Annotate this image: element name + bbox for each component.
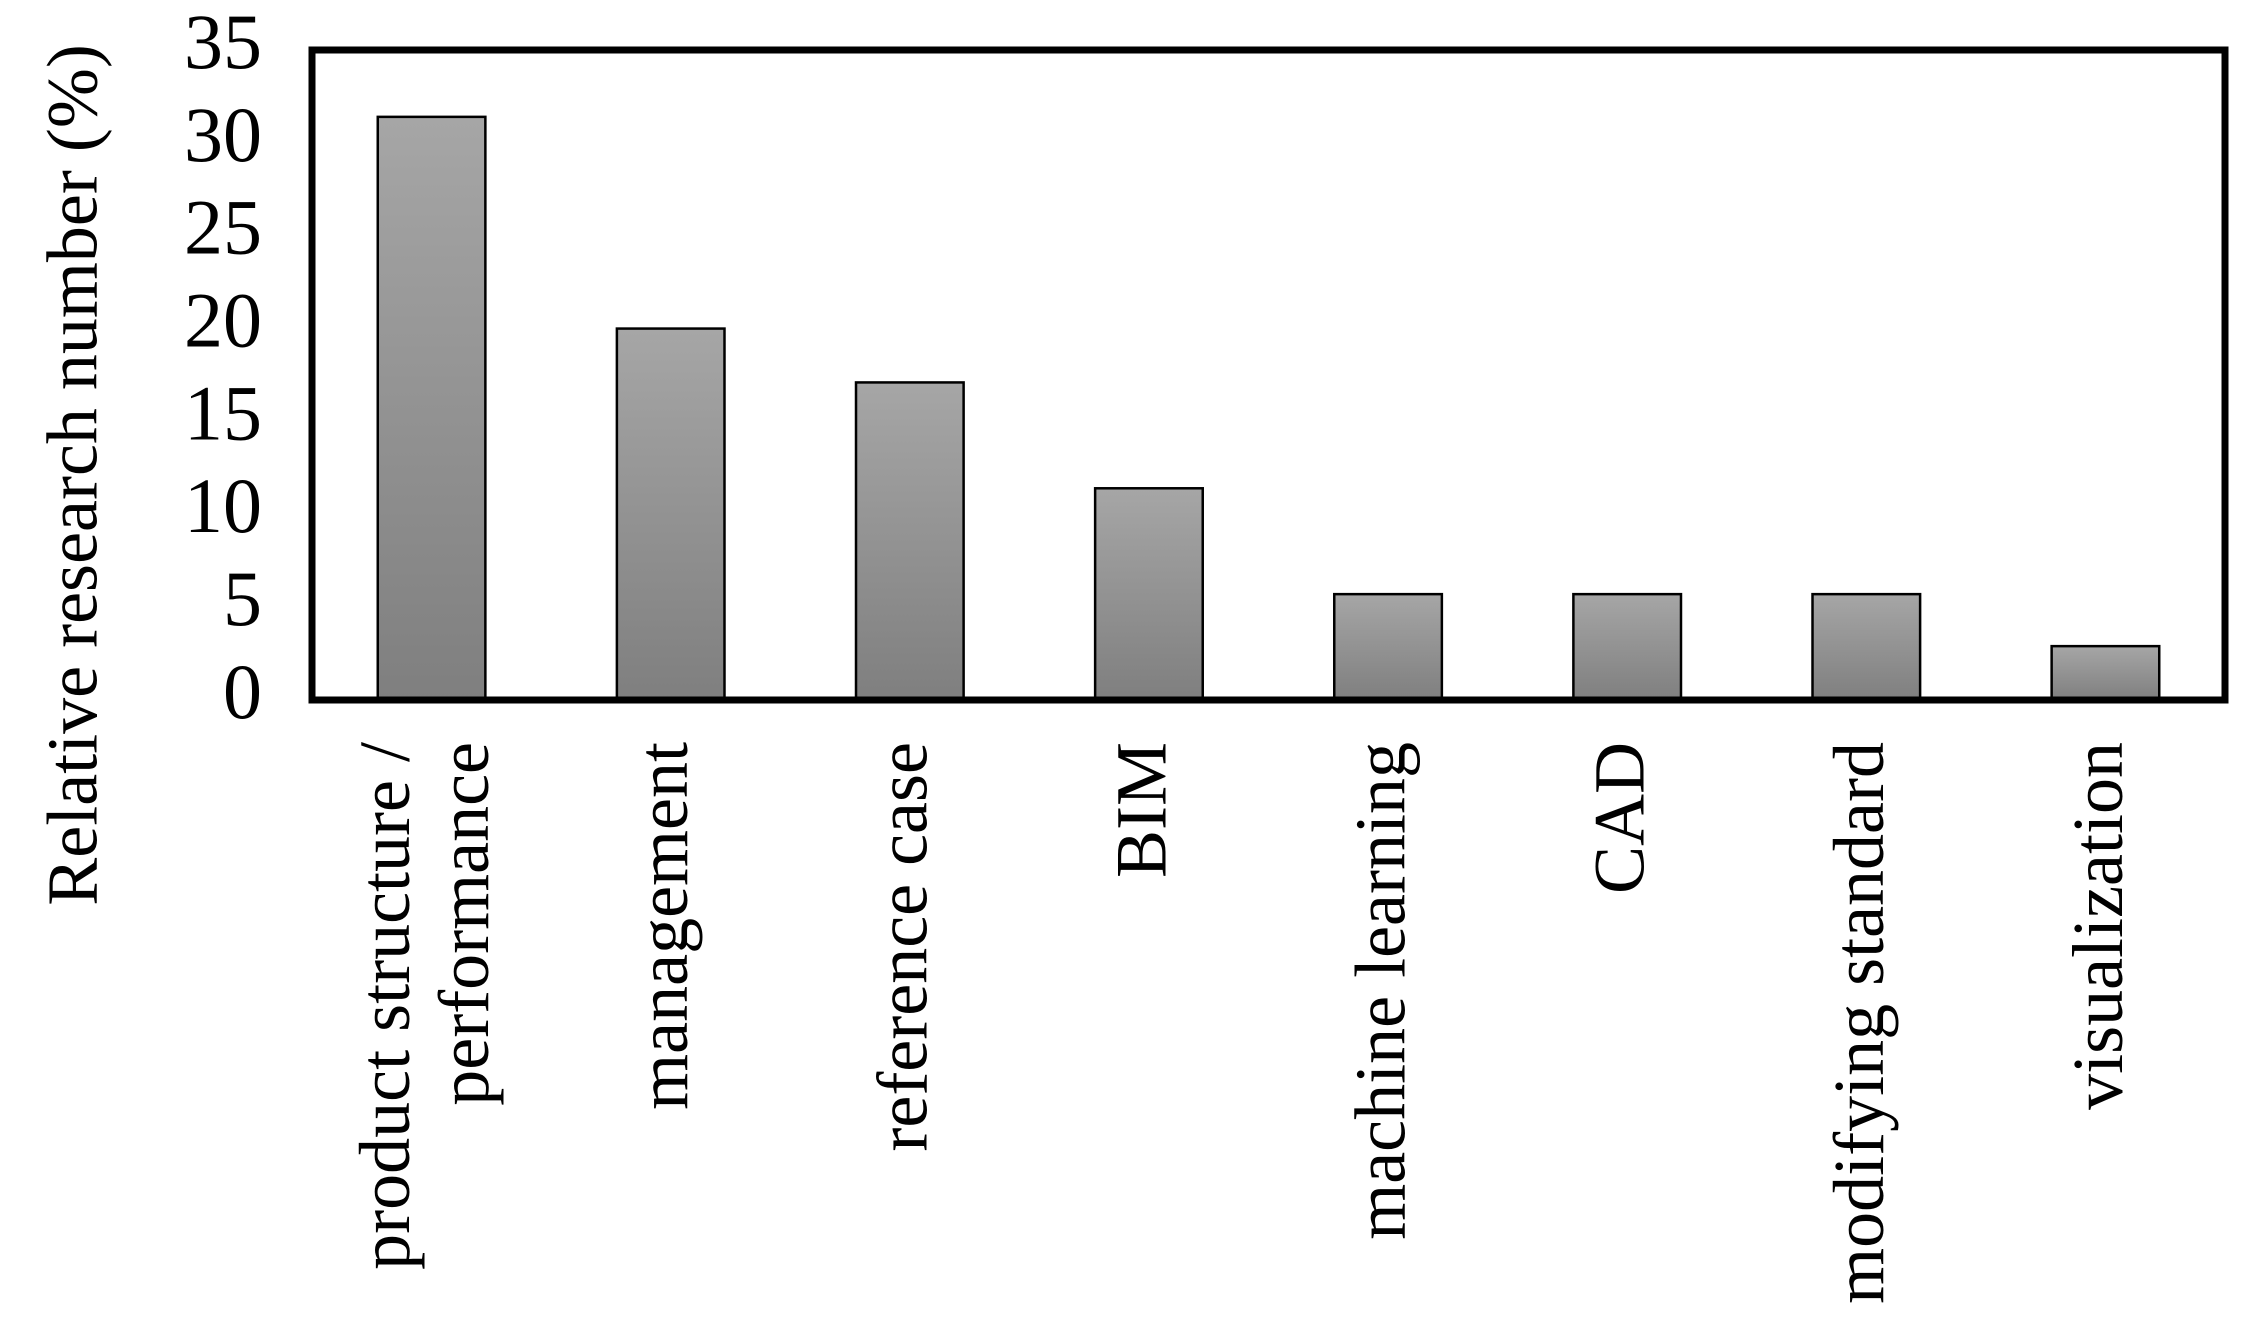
- x-tick-label: CAD: [1580, 742, 1660, 894]
- y-tick-label: 20: [184, 276, 262, 363]
- bar: [1572, 592, 1683, 702]
- x-tick-label: reference case: [862, 742, 942, 1152]
- y-tick-label: 0: [223, 648, 262, 735]
- bar: [615, 327, 726, 702]
- y-tick-label: 15: [184, 369, 262, 456]
- bar: [854, 381, 965, 702]
- bar: [376, 115, 487, 702]
- y-tick-label: 25: [184, 184, 262, 271]
- bar: [1811, 592, 1922, 702]
- x-tick-label: product structure /performance: [344, 742, 503, 1270]
- x-tick-label: modifying standard: [1819, 742, 1899, 1304]
- y-tick-label: 35: [184, 0, 262, 85]
- x-tick-label: visualization: [2058, 742, 2138, 1110]
- x-tick-label: BIM: [1101, 742, 1181, 878]
- y-tick-label: 10: [184, 462, 262, 549]
- x-tick-label: machine learning: [1341, 742, 1421, 1240]
- y-tick-label: 5: [223, 555, 262, 642]
- bar: [1333, 592, 1444, 702]
- bar: [2050, 644, 2161, 702]
- y-axis-title: Relative research number (%): [33, 44, 113, 906]
- x-tick-label: management: [623, 742, 703, 1110]
- plot-frame: [308, 46, 2229, 704]
- bar: [1093, 487, 1204, 702]
- y-tick-label: 30: [184, 91, 262, 178]
